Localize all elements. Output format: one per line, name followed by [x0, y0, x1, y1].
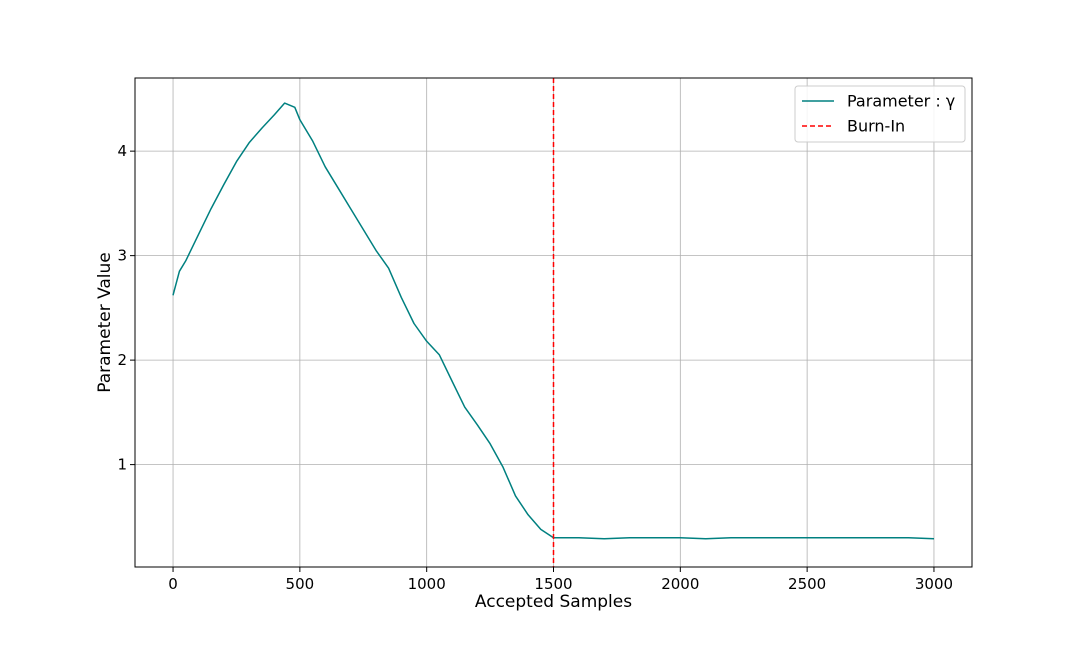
y-tick-label: 3 — [117, 247, 127, 265]
x-tick-label: 0 — [168, 575, 178, 593]
y-tick-label: 2 — [117, 351, 127, 369]
series-line-parameter — [172, 102, 935, 540]
y-axis-label: Parameter Value — [95, 252, 115, 393]
x-axis-label: Accepted Samples — [475, 592, 632, 612]
x-tick-label: 1500 — [534, 575, 572, 593]
x-tick-label: 2500 — [788, 575, 826, 593]
x-tick-label: 2000 — [661, 575, 699, 593]
legend-label-parameter: Parameter : γ — [847, 92, 955, 111]
legend-label-burn-in: Burn-In — [847, 117, 905, 136]
plot-area — [172, 78, 935, 567]
x-tick-label: 3000 — [915, 575, 953, 593]
legend-box — [794, 85, 966, 143]
y-tick-label: 1 — [117, 456, 127, 474]
x-tick-label: 500 — [286, 575, 315, 593]
axis-ticks: 0 500 1000 1500 2000 2500 3000 1 2 3 4 — [117, 142, 953, 593]
y-tick-label: 4 — [117, 142, 127, 160]
x-tick-label: 1000 — [408, 575, 446, 593]
legend: Parameter : γ Burn-In — [794, 85, 966, 143]
